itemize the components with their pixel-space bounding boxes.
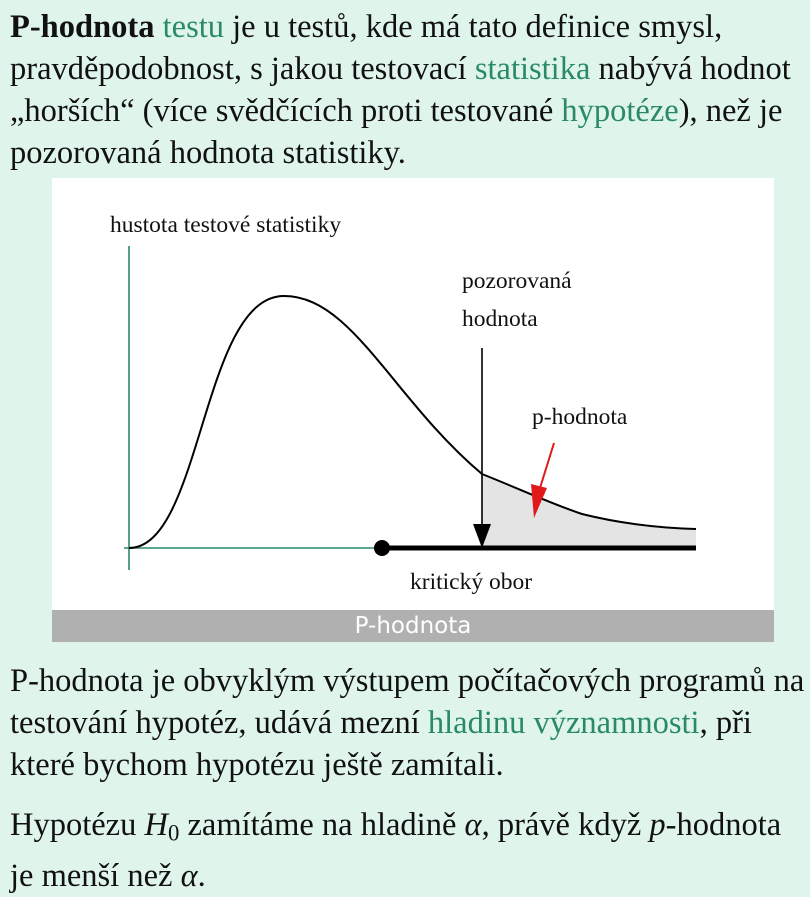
output-paragraph: P-hodnota je obvyklým výstupem počítačov… [10, 660, 805, 786]
p-value-red-arrowhead [531, 484, 547, 518]
alpha-symbol-2: α [180, 857, 198, 894]
p-value-figure: hustota testové statistiky pozorovaná hod… [52, 178, 774, 642]
link-testu[interactable]: testu [162, 9, 224, 45]
h-subscript: 0 [167, 820, 180, 846]
observed-label-line2: hodnota [462, 306, 538, 332]
h-letter: H [144, 807, 168, 843]
observed-value-label: pozorovaná hodnota [462, 262, 572, 338]
intro-paragraph: P-hodnota testu je u testů, kde má tato … [10, 6, 805, 174]
para3-text-b: zamítáme na hladině [179, 807, 465, 843]
para3-text-d: -hodnota je menší než [10, 807, 782, 894]
p-value-red-arrow-shaft [539, 442, 555, 489]
observed-label-line1: pozorovaná [462, 268, 572, 294]
intro-text-a: je u testů, kde má tato definice smysl, … [10, 9, 723, 87]
para3-text-c: , právě když [481, 807, 650, 843]
link-statistika[interactable]: statistika [474, 51, 591, 87]
para3-text-e: . [197, 857, 206, 894]
density-axis-label: hustota testové statistiky [110, 212, 342, 238]
h0-symbol: H0 [144, 807, 180, 846]
figure-caption: P-hodnota [52, 610, 774, 642]
term-p-hodnota: P-hodnota [10, 9, 155, 45]
para3-text-a: Hypotézu [10, 807, 145, 843]
p-symbol: p [649, 807, 666, 843]
link-hypoteze[interactable]: hypotéze [561, 93, 679, 129]
para2-text-b: , při které bychom hypotézu ještě zamíta… [10, 705, 752, 783]
critical-region-label: kritický obor [410, 569, 533, 595]
critical-region-start-dot [374, 540, 390, 556]
p-value-label: p-hodnota [532, 404, 628, 430]
density-curve [128, 294, 697, 549]
para2-text-a: P-hodnota je obvyklým výstupem počítačov… [10, 663, 805, 741]
intro-text-b: nabývá hodnot „horších“ (více svědčících… [10, 51, 791, 129]
p-value-shaded-area [482, 474, 696, 548]
observed-value-arrowhead [473, 524, 491, 548]
alpha-symbol-1: α [464, 807, 482, 843]
intro-text-c: ), než je pozorovaná hodnota statistiky. [10, 93, 783, 171]
rejection-rule-paragraph: Hypotézu H0 zamítáme na hladině α, právě… [10, 804, 805, 897]
density-diagram [124, 246, 697, 570]
link-hladinu-vyznamnosti[interactable]: hladinu významnosti [427, 705, 700, 741]
